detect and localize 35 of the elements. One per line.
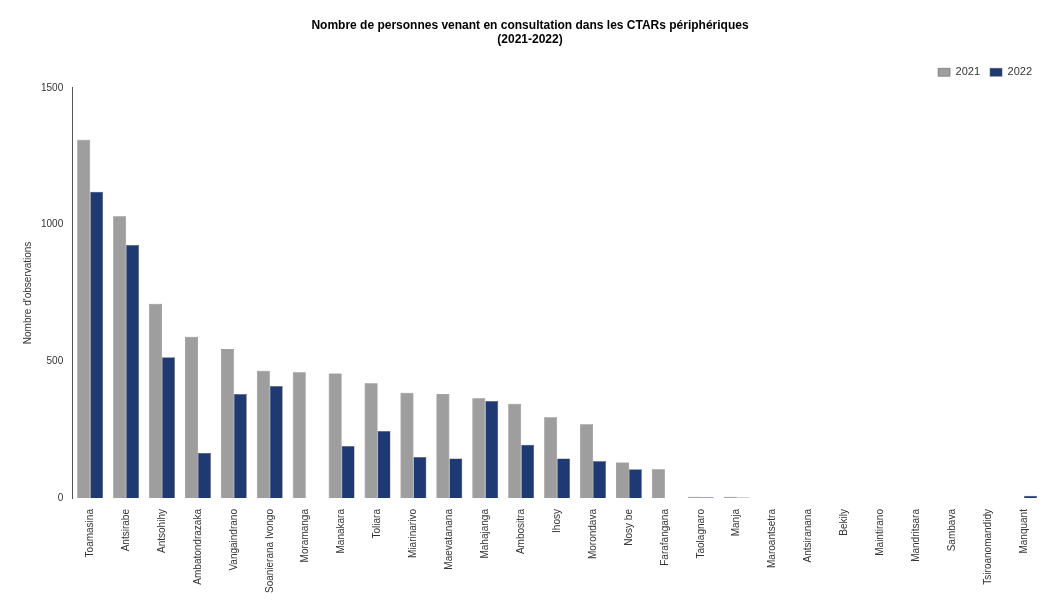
x-tick-label: Morondava bbox=[586, 508, 598, 560]
y-tick-label: 1000 bbox=[41, 218, 64, 230]
x-tick-label: Maroantsetra bbox=[766, 508, 778, 568]
x-tick-label: Manakara bbox=[335, 508, 347, 554]
y-tick-label: 500 bbox=[46, 355, 64, 367]
x-tick-label: Manquant bbox=[1017, 508, 1029, 554]
x-tick-label: Soanierana Ivongo bbox=[263, 508, 275, 594]
x-tick-label: Maevatanana bbox=[443, 508, 455, 570]
x-tick-label: Ihosy bbox=[550, 509, 562, 533]
x-tick-label: Ambositra bbox=[514, 508, 526, 555]
x-tick-label: Vangaindrano bbox=[227, 508, 239, 571]
y-tick-label: 0 bbox=[57, 491, 64, 503]
chart-title: Nombre de personnes venant en consultation dans les CTARs périphériques (2021-2022) bbox=[311, 17, 749, 46]
x-tick-label: Taolagnaro bbox=[694, 508, 706, 559]
x-tick-label: Tsiroanomandidy bbox=[981, 509, 993, 585]
x-tick-label: Farafangana bbox=[658, 508, 670, 566]
x-tick-label: Ambatondrazaka bbox=[191, 508, 203, 585]
x-tick-label: Maintirano bbox=[874, 508, 886, 556]
legend-label: 2022 bbox=[1007, 65, 1033, 78]
x-tick-label: Antsiranana bbox=[802, 508, 814, 563]
y-axis-title: Nombre d'observations bbox=[21, 241, 33, 345]
x-tick-label: Moramanga bbox=[299, 508, 311, 563]
x-tick-label: Miarinarivo bbox=[407, 508, 419, 558]
x-tick-label: Toamasina bbox=[83, 508, 95, 558]
x-tick-label: Manja bbox=[730, 508, 742, 537]
legend-label: 2021 bbox=[955, 65, 981, 78]
x-tick-label: Bekily bbox=[838, 509, 850, 536]
x-tick-label: Nosy be bbox=[622, 508, 634, 546]
x-tick-label: Antsohihy bbox=[155, 509, 167, 553]
x-tick-label: Mahajanga bbox=[479, 508, 491, 559]
x-tick-label: Toliara bbox=[371, 508, 383, 539]
x-tick-label: Sambava bbox=[945, 508, 957, 552]
x-tick-label: Antsirabe bbox=[119, 508, 131, 552]
y-tick-label: 1500 bbox=[41, 81, 64, 93]
x-tick-label: Mandritsara bbox=[910, 508, 922, 562]
